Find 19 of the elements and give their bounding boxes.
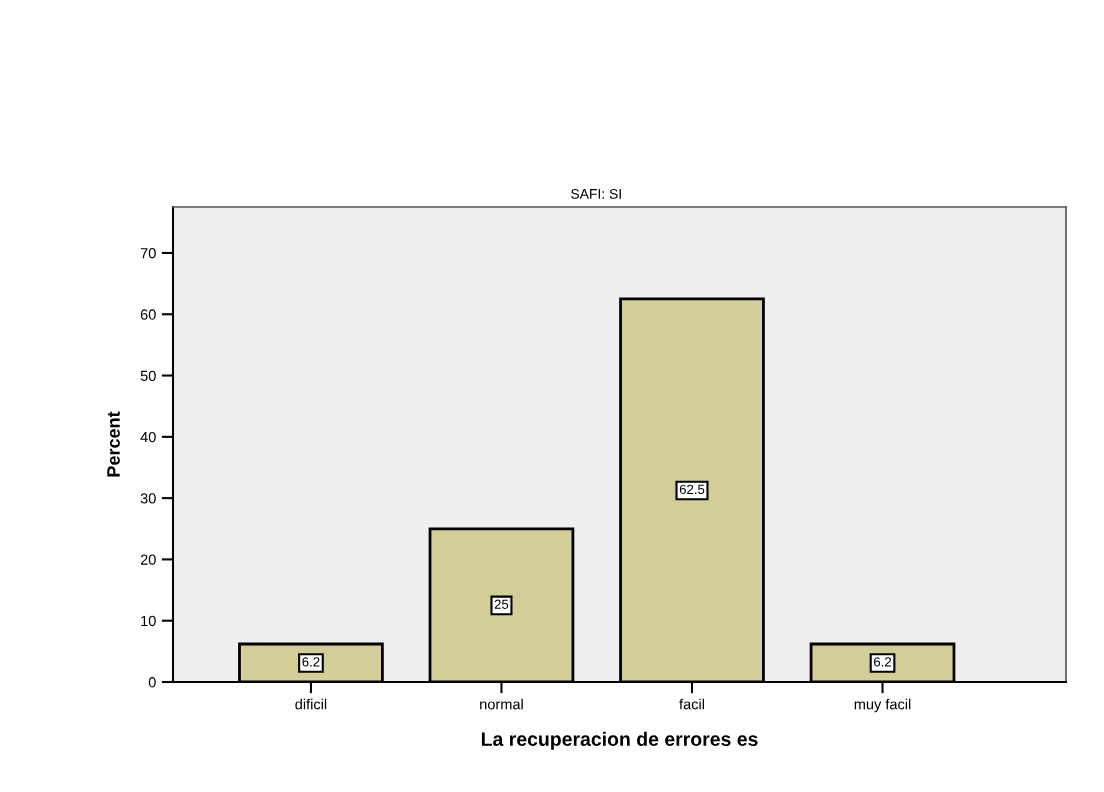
y-tick-label: 70 — [140, 248, 156, 259]
y-tick-label: 50 — [140, 370, 156, 381]
y-tick-label: 20 — [140, 554, 156, 565]
x-tick-label: normal — [480, 698, 523, 710]
data-label: 62.5 — [679, 484, 705, 495]
data-label: 25 — [494, 599, 509, 609]
y-tick-label: 30 — [140, 493, 156, 504]
chart-title: SAFI: SI — [571, 188, 621, 199]
data-label: 6.2 — [874, 657, 892, 667]
y-tick-label: 0 — [148, 677, 156, 688]
data-label: 6.2 — [302, 657, 320, 667]
y-tick-label: 10 — [141, 615, 156, 627]
y-axis-title: Percent — [107, 411, 120, 477]
y-tick-label: 60 — [140, 309, 156, 320]
x-tick-label: facil — [679, 698, 704, 710]
x-tick-label: dificil — [295, 698, 327, 710]
x-axis-title: La recuperacion de errores es — [481, 731, 758, 750]
y-tick-label: 40 — [140, 431, 156, 443]
x-tick-label: muy facil — [854, 698, 911, 713]
